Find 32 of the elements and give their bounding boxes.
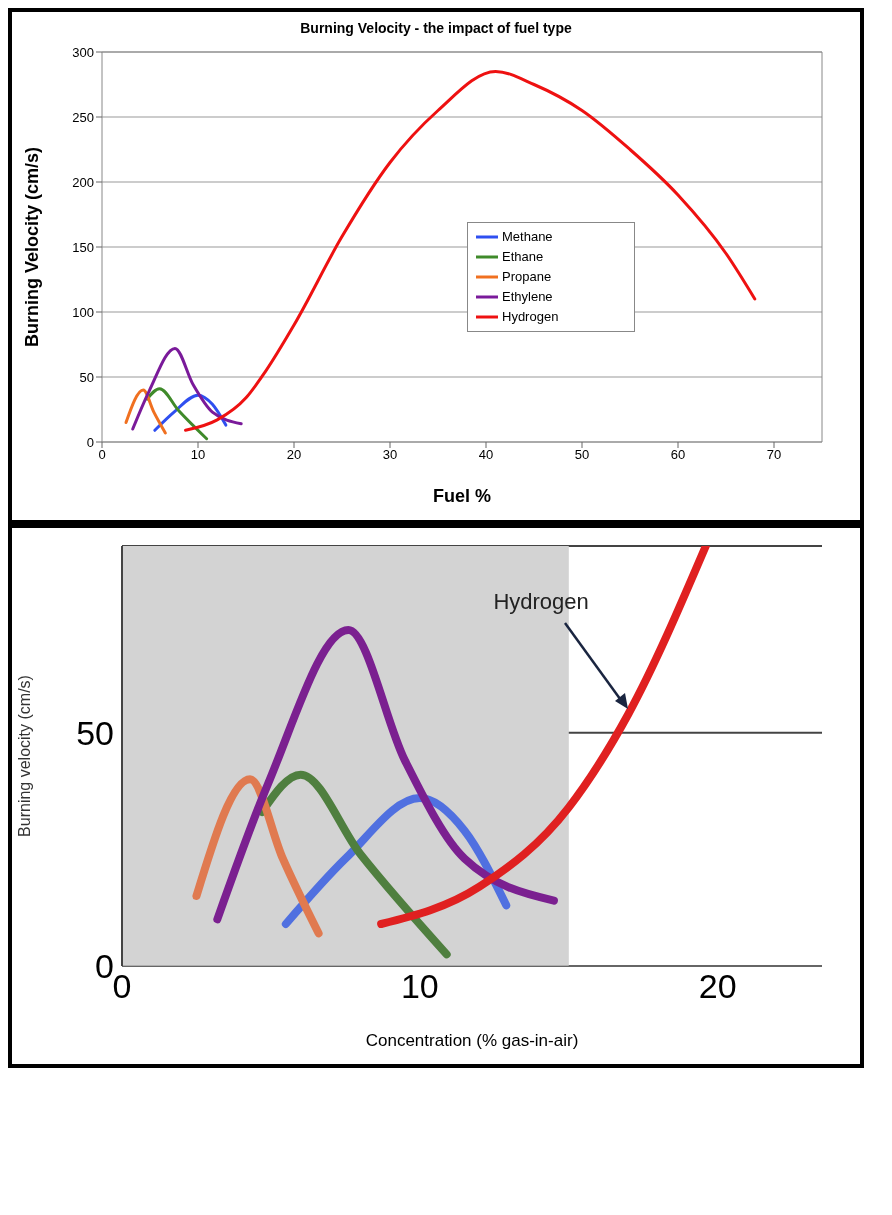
x-tick-label: 20: [286, 447, 302, 463]
x-tick-label: 30: [382, 447, 398, 463]
y-tick-label: 250: [72, 109, 94, 125]
y-axis-title: Burning velocity (cm/s): [15, 675, 33, 837]
legend-label: Ethane: [502, 248, 544, 266]
x-axis-title: Concentration (% gas-in-air): [365, 1031, 579, 1050]
x-tick-label: 70: [766, 447, 782, 463]
y-tick-label: 50: [76, 713, 114, 752]
chart-title: Burning Velocity - the impact of fuel type: [299, 20, 573, 36]
y-tick-label: 150: [72, 239, 94, 255]
x-tick-label: 10: [190, 447, 206, 463]
line-series: [131, 346, 243, 431]
y-tick-label: 100: [72, 304, 94, 320]
x-axis-title: Fuel %: [432, 486, 492, 506]
x-tick-label: 40: [478, 447, 494, 463]
line-series: [145, 387, 209, 441]
y-tick-label: 0: [86, 434, 94, 450]
legend-label: Ethylene: [502, 288, 553, 306]
line-series: [124, 388, 167, 435]
legend-label: Methane: [502, 228, 553, 246]
y-tick-label: 300: [72, 44, 94, 60]
legend-label: Propane: [502, 268, 552, 286]
x-tick-label: 20: [698, 967, 737, 1006]
y-axis-title: Burning Velocity (cm/s): [22, 146, 43, 348]
annotation: Hydrogen: [493, 589, 589, 616]
x-tick-label: 60: [670, 447, 686, 463]
x-tick-label: 50: [574, 447, 590, 463]
x-tick-label: 10: [400, 967, 439, 1006]
y-tick-label: 200: [72, 174, 94, 190]
line-series: [184, 70, 757, 432]
y-tick-label: 50: [79, 369, 94, 385]
legend-label: Hydrogen: [502, 308, 559, 326]
